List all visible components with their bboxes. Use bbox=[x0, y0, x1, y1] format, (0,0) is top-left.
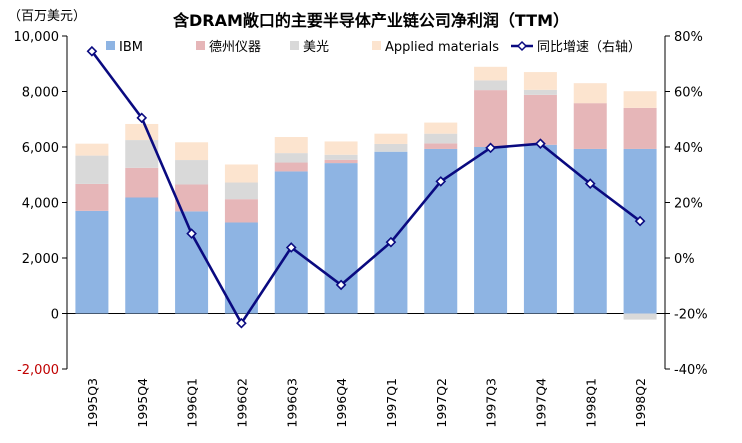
bar-segment bbox=[623, 107, 657, 149]
x-tick-label: 1996Q1 bbox=[185, 378, 200, 428]
growth-point bbox=[634, 215, 646, 227]
bar-segment bbox=[523, 89, 557, 95]
growth-point bbox=[285, 242, 297, 253]
line-group bbox=[86, 45, 646, 329]
axes-group: -2,000 0 2,000 4,000 6,000 8,000 10,000 -40% -20… bbox=[14, 30, 708, 428]
bar-segment bbox=[274, 137, 308, 154]
bar-segment bbox=[224, 199, 258, 223]
bar-segment bbox=[474, 80, 508, 91]
bar-segment bbox=[424, 122, 458, 134]
x-tick-label: 1997Q3 bbox=[484, 378, 499, 428]
y-left-tick-label: 4,000 bbox=[22, 197, 59, 212]
y-left-tick-label: -2,000 bbox=[17, 363, 59, 378]
y-right-tick-label: 40% bbox=[674, 141, 703, 156]
x-tick-label: 1995Q4 bbox=[135, 378, 150, 428]
bar-segment bbox=[474, 90, 508, 147]
legend-label: 德州仪器 bbox=[209, 40, 261, 55]
bar-segment bbox=[573, 83, 607, 104]
growth-line bbox=[90, 50, 641, 325]
growth-point bbox=[485, 142, 496, 154]
y-right-tick-label: 0% bbox=[674, 252, 695, 267]
y-right-tick-label: 60% bbox=[674, 86, 703, 101]
bar-segment bbox=[75, 155, 109, 184]
bar-segment bbox=[324, 163, 358, 314]
bar-segment bbox=[224, 164, 258, 183]
x-tick-label: 1996Q4 bbox=[334, 378, 349, 428]
y-left-tick-label: 8,000 bbox=[22, 86, 59, 101]
bar-segment bbox=[75, 210, 109, 314]
bar-segment bbox=[374, 133, 408, 144]
legend-marker bbox=[516, 40, 528, 52]
bar-segment bbox=[324, 154, 358, 160]
legend-label: 同比增速（右轴） bbox=[537, 40, 641, 55]
x-tick-label: 1996Q3 bbox=[284, 378, 299, 428]
growth-point bbox=[584, 178, 596, 189]
bar-segment bbox=[175, 142, 209, 161]
x-tick-label: 1997Q4 bbox=[533, 378, 548, 428]
legend-swatch bbox=[372, 41, 381, 50]
bar-segment bbox=[274, 162, 308, 172]
bar-segment bbox=[125, 197, 159, 314]
legend-swatch bbox=[196, 41, 205, 50]
y-left-tick-label: 10,000 bbox=[14, 30, 60, 45]
y-right-tick-label: -40% bbox=[674, 363, 708, 378]
bar-segment bbox=[623, 313, 657, 320]
bar-segment bbox=[523, 72, 557, 90]
bar-segment bbox=[374, 151, 408, 314]
bar-segment bbox=[75, 143, 109, 156]
x-tick-label: 1996Q2 bbox=[234, 378, 249, 428]
y-unit-label: （百万美元） bbox=[8, 9, 86, 24]
y-left-tick-label: 2,000 bbox=[22, 252, 59, 267]
bar-segment bbox=[623, 91, 657, 108]
bar-segment bbox=[324, 159, 358, 164]
x-tick-label: 1997Q2 bbox=[434, 378, 449, 428]
legend-label: 美光 bbox=[303, 40, 329, 55]
bar-segment bbox=[474, 147, 508, 314]
bar-segment bbox=[274, 153, 308, 163]
x-tick-label: 1998Q1 bbox=[583, 378, 598, 428]
growth-point bbox=[385, 236, 397, 248]
y-left-tick-label: 0 bbox=[51, 308, 59, 323]
bar-segment bbox=[523, 144, 557, 314]
legend-label: IBM bbox=[119, 40, 143, 55]
y-right-tick-label: 80% bbox=[674, 30, 703, 45]
legend-label: Applied materials bbox=[385, 40, 499, 55]
growth-point bbox=[136, 112, 148, 124]
growth-point bbox=[435, 176, 447, 187]
bar-segment bbox=[224, 222, 258, 314]
bar-segment bbox=[424, 133, 458, 144]
bar-segment bbox=[623, 148, 657, 314]
x-tick-label: 1998Q2 bbox=[633, 378, 648, 428]
bar-segment bbox=[224, 182, 258, 200]
bar-segment bbox=[424, 143, 458, 149]
bar-segment bbox=[523, 94, 557, 145]
y-right-tick-label: -20% bbox=[674, 308, 708, 323]
bar-segment bbox=[125, 123, 159, 141]
x-tick-label: 1995Q3 bbox=[85, 378, 100, 428]
growth-point bbox=[186, 228, 197, 239]
bar-segment bbox=[324, 141, 358, 155]
growth-point bbox=[236, 317, 247, 329]
growth-point bbox=[535, 138, 546, 150]
bars-group bbox=[75, 66, 657, 320]
bar-segment bbox=[75, 183, 109, 211]
bar-segment bbox=[573, 103, 607, 149]
chart-title: 含DRAM敞口的主要半导体产业链公司净利润（TTM） bbox=[173, 11, 569, 30]
y-right-tick-label: 20% bbox=[674, 197, 703, 212]
legend-swatch bbox=[106, 41, 115, 50]
bar-segment bbox=[175, 160, 209, 185]
bar-segment bbox=[175, 211, 209, 314]
bar-segment bbox=[374, 143, 408, 152]
bar-segment bbox=[474, 66, 508, 81]
legend-swatch bbox=[290, 41, 299, 50]
growth-point bbox=[335, 279, 347, 291]
growth-point bbox=[86, 45, 98, 57]
bar-segment bbox=[125, 167, 159, 198]
y-left-tick-label: 6,000 bbox=[22, 141, 59, 156]
legend: IBM 德州仪器 美光 Applied materials 同比增速（右轴） bbox=[106, 40, 641, 55]
x-tick-label: 1997Q1 bbox=[384, 378, 399, 428]
